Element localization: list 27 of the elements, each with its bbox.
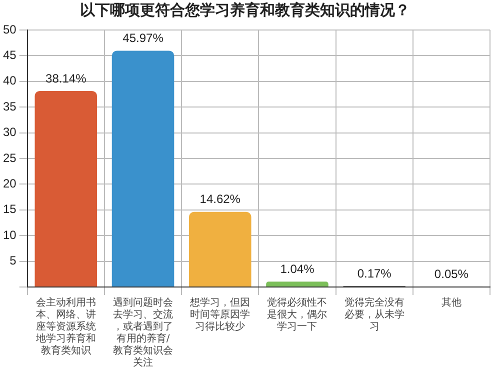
data-label: 0.05%: [434, 267, 469, 282]
data-label: 14.62%: [200, 192, 241, 206]
x-tick-label: 会主动利用书本、网络、讲座等资源系统地学习养育和教育类知识: [34, 296, 96, 357]
y-tick-label: 20: [2, 176, 17, 191]
y-tick-label: 15: [2, 202, 17, 216]
bar: [266, 282, 328, 286]
x-tick-label: 其他: [441, 296, 462, 309]
x-tick-label: 觉得完全没有必要，从未学习: [344, 296, 404, 333]
data-label: 0.17%: [357, 266, 392, 280]
y-tick-label: 10: [2, 228, 17, 242]
chart-title: 以下哪项更符合您学习养育和教育类知识的情况？: [80, 0, 410, 19]
y-tick-label: 40: [2, 74, 17, 88]
data-label: 45.97%: [122, 31, 164, 46]
bar: [112, 50, 174, 286]
x-tick-label: 遇到问题时会去学习、交流，或者遇到了有用的养育/教育类知识会关注: [113, 296, 174, 369]
y-tick-label: 25: [2, 150, 17, 165]
y-tick-label: 35: [2, 99, 17, 114]
y-tick-label: 5: [10, 254, 17, 268]
bar: [188, 212, 252, 286]
y-tick-label: 30: [2, 125, 17, 140]
bar: [34, 90, 98, 286]
y-tick-label: 50: [2, 22, 17, 36]
data-label: 1.04%: [280, 262, 315, 276]
x-tick-label: 觉得必须性不是很大，偶尔学习一下: [267, 296, 328, 333]
data-label: 38.14%: [46, 71, 87, 86]
x-tick-label: 想学习，但因时间等原因学习得比较少: [189, 296, 250, 333]
y-tick-label: 45: [2, 48, 17, 62]
